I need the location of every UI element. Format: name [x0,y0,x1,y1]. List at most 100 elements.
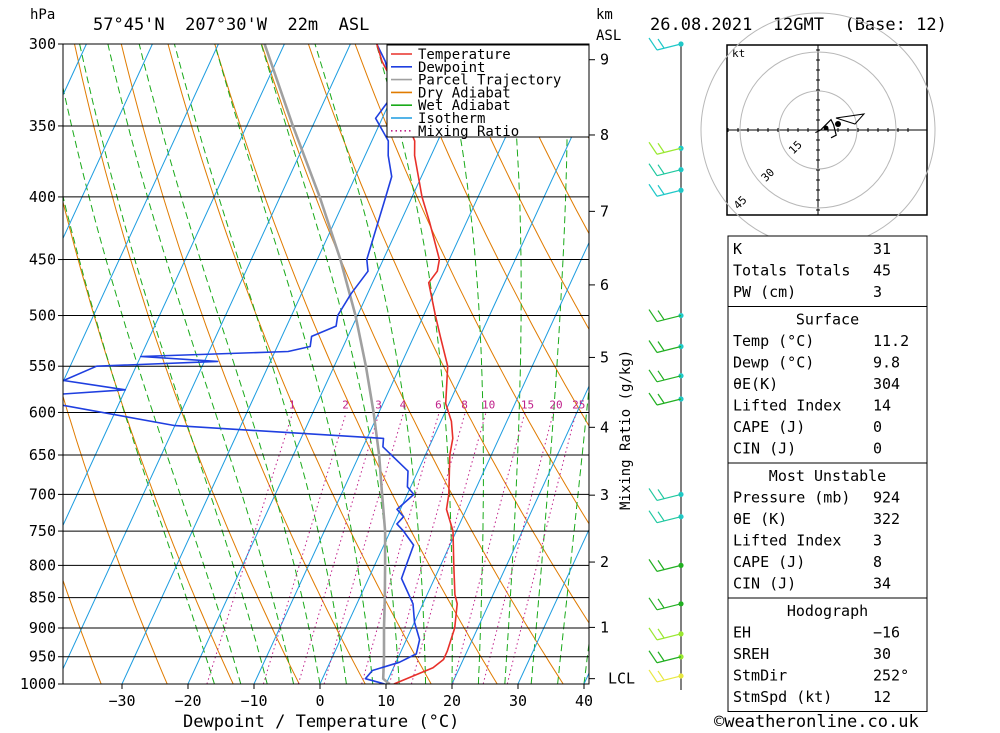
wind-barb-shaft [656,169,682,177]
most-unstable-table-row-value: 322 [873,510,900,528]
hodograph-table-frame [727,597,928,712]
wet-adiabat-line [107,44,295,684]
isotherm-line [63,44,153,240]
indices-table-row-label: K [733,240,742,258]
legend-label-wet_adiabat: Wet Adiabat [418,98,511,114]
wind-barb-dot [678,145,684,151]
temperature-tick-label: 10 [377,692,395,710]
dry-adiabat-line [916,44,1000,684]
wind-barb-flag [657,511,665,522]
wet-adiabat-line [79,44,268,684]
mixing-ratio-label: 8 [461,399,468,412]
wind-barb-flag [648,309,658,322]
wind-barb-flag [648,369,658,383]
wind-barb-flag [648,392,658,406]
mixing-ratio-line [323,412,405,684]
km-axis: 9 8 7 6 5 4 3 2 1 LCL [589,51,635,688]
wind-barb-flag [657,598,665,609]
temperature-axis: −30 −20 −10 0 10 20 30 40 [108,684,593,710]
surface-table-row-value: 14 [873,397,891,415]
wind-barb-flag [657,164,665,174]
most-unstable-table-row-label: Pressure (mb) [733,489,850,507]
surface-table-row-label: θE(K) [733,375,778,393]
km-tick-label: 8 [600,126,609,144]
mixing-ratio-label: 20 [549,399,562,412]
wind-barb-flag [657,38,665,49]
indices-table-row-value: 31 [873,240,891,258]
temperature-tick-label: 30 [509,692,527,710]
isotherm-line [63,44,219,384]
asl-unit-label: ASL [596,28,621,44]
km-tick-label: 3 [600,486,609,504]
surface-table-row-value: 304 [873,375,900,393]
temperature-tick-label: −20 [174,692,201,710]
wind-barb-shaft [656,314,682,323]
mixing-ratio-label: 10 [482,399,495,412]
wind-barb-dot [678,167,684,173]
wind-barb-shaft [656,633,682,641]
isotherm-line [0,44,20,684]
legend-label-isotherm: Isotherm [418,111,485,127]
pressure-tick-label: 300 [29,35,56,53]
wind-barb-flag [648,559,658,572]
wind-barb-flag [648,488,658,501]
wind-barb-shaft [656,189,682,197]
dry-adiabat-line [63,200,234,684]
isotherm-line [319,98,589,684]
temperature-tick-label: 0 [315,692,324,710]
indices-table-frame [727,235,928,307]
wind-barb-shaft [656,147,682,155]
mixing-ratio-labels: 1 2 3 4 6 8 10 15 20 25 [289,399,586,412]
most-unstable-table-row-value: 8 [873,553,882,571]
isotherm-line [385,241,589,684]
pressure-tick-label: 450 [29,251,56,269]
wind-barb-flag [657,651,665,662]
parcel-trace [263,44,391,684]
isotherm-line [253,44,549,684]
isotherm-line [121,44,417,684]
most-unstable-table-row-value: 34 [873,575,891,593]
km-tick-label: LCL [608,670,635,688]
pressure-tick-label: 950 [29,648,56,666]
hodograph-table: Hodograph EH −16 SREH 30 StmDir 252° StmSpd (kt… [727,597,928,712]
hodograph-trace [815,118,837,139]
wet-adiabat-line [63,85,242,684]
km-tick-label: 4 [600,418,609,436]
wind-barb-shaft [656,516,682,524]
mixing-ratio-label: 1 [289,399,296,412]
mixing-ratio-axis-label: Mixing Ratio (g/kg) [618,350,634,510]
pressure-unit-label: hPa [30,7,55,23]
wind-barb-flag [648,340,658,353]
hodograph-point [823,125,829,131]
wind-barb-flag [657,370,665,381]
wet-adiabat-line [504,44,522,684]
km-tick-label: 6 [600,276,609,294]
plot-frame [62,43,590,685]
wet-adiabat-line [173,44,347,684]
pressure-tick-label: 550 [29,357,56,375]
legend-label-dry_adiabat: Dry Adiabat [418,85,511,101]
sounding-traces [63,44,458,684]
surface-table-row-label: CIN (J) [733,440,796,458]
most-unstable-table-row-value: 3 [873,532,882,550]
surface-table-row-label: Lifted Index [733,397,841,415]
wind-barbs [648,37,684,683]
wind-barb-flag [648,669,658,683]
pressure-axis: 300 350 400 450 500 550 600 650 700 750 800 850 900 9… [20,35,63,693]
mixing-ratio-label: 4 [400,399,407,412]
pressure-tick-label: 800 [29,556,56,574]
legend-box [386,44,590,138]
wind-barb-flag [657,184,665,195]
km-tick-label: 9 [600,51,609,69]
hodograph-point [835,121,841,127]
wet-adiabat-line [260,44,400,684]
surface-table-title: Surface [796,311,859,329]
datetime-title: 26.08.2021 12GMT (Base: 12) [650,15,947,35]
indices-table-row-label: PW (cm) [733,283,796,301]
wind-barb-flag [648,597,658,611]
dry-adiabat-line [63,578,102,684]
indices-tables: K 31 Totals Totals 45 PW (cm) 3 Surface Temp (°… [727,235,928,712]
pressure-tick-label: 1000 [20,675,56,693]
